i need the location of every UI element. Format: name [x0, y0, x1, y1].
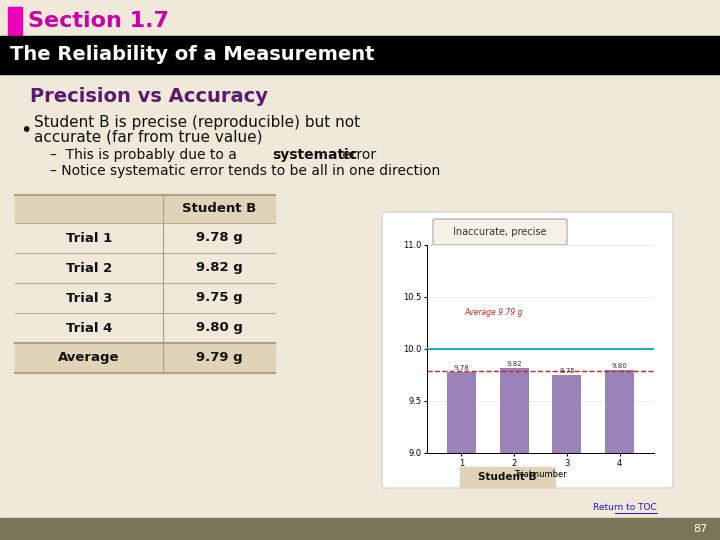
Text: The Reliability of a Measurement: The Reliability of a Measurement [10, 45, 374, 64]
Text: Section 1.7: Section 1.7 [28, 11, 169, 31]
Bar [552, 375, 582, 540]
FancyBboxPatch shape [433, 219, 567, 245]
Text: Average: Average [58, 352, 120, 365]
Bar [447, 372, 476, 540]
Text: 9.75: 9.75 [559, 368, 575, 374]
Text: Student B: Student B [478, 472, 536, 482]
Text: Trial 2: Trial 2 [66, 261, 112, 274]
Text: Precision vs Accuracy: Precision vs Accuracy [30, 87, 268, 106]
Bar [15, 253, 275, 283]
Bar [0, 36, 720, 74]
Text: Trial 1: Trial 1 [66, 232, 112, 245]
Text: 9.78: 9.78 [454, 365, 469, 371]
Text: 87: 87 [693, 524, 707, 534]
Text: Student B: Student B [182, 202, 256, 215]
Text: Trial 4: Trial 4 [66, 321, 112, 334]
Text: error: error [338, 148, 376, 162]
X-axis label: Trial number: Trial number [514, 470, 567, 480]
Bar [15, 313, 275, 343]
Text: systematic: systematic [272, 148, 357, 162]
Bar [606, 370, 634, 540]
Text: 9.75 g: 9.75 g [196, 292, 243, 305]
Text: Average 9.79 g: Average 9.79 g [464, 308, 523, 317]
Text: –  This is probably due to a: – This is probably due to a [50, 148, 241, 162]
Text: accurate (far from true value): accurate (far from true value) [34, 130, 263, 145]
Text: Return to TOC: Return to TOC [593, 503, 657, 512]
Bar [0, 518, 720, 540]
Text: 9.82: 9.82 [506, 361, 522, 367]
Text: – Notice systematic error tends to be all in one direction: – Notice systematic error tends to be al… [50, 164, 440, 178]
Text: Inaccurate, precise: Inaccurate, precise [454, 227, 546, 237]
Text: •: • [20, 120, 32, 139]
Bar [460, 467, 555, 487]
Bar [15, 343, 275, 373]
Text: 9.82 g: 9.82 g [196, 261, 243, 274]
Text: 9.80: 9.80 [612, 363, 628, 369]
Text: Student B is precise (reproducible) but not: Student B is precise (reproducible) but … [34, 114, 360, 130]
Bar [8, 7, 22, 35]
Text: 9.79 g: 9.79 g [196, 352, 243, 365]
Text: Trial 3: Trial 3 [66, 292, 112, 305]
Bar [15, 223, 275, 253]
Text: 9.80 g: 9.80 g [196, 321, 243, 334]
Bar [500, 368, 528, 540]
Bar [15, 283, 275, 313]
Bar [15, 195, 275, 223]
Text: 9.78 g: 9.78 g [196, 232, 243, 245]
FancyBboxPatch shape [382, 212, 673, 488]
